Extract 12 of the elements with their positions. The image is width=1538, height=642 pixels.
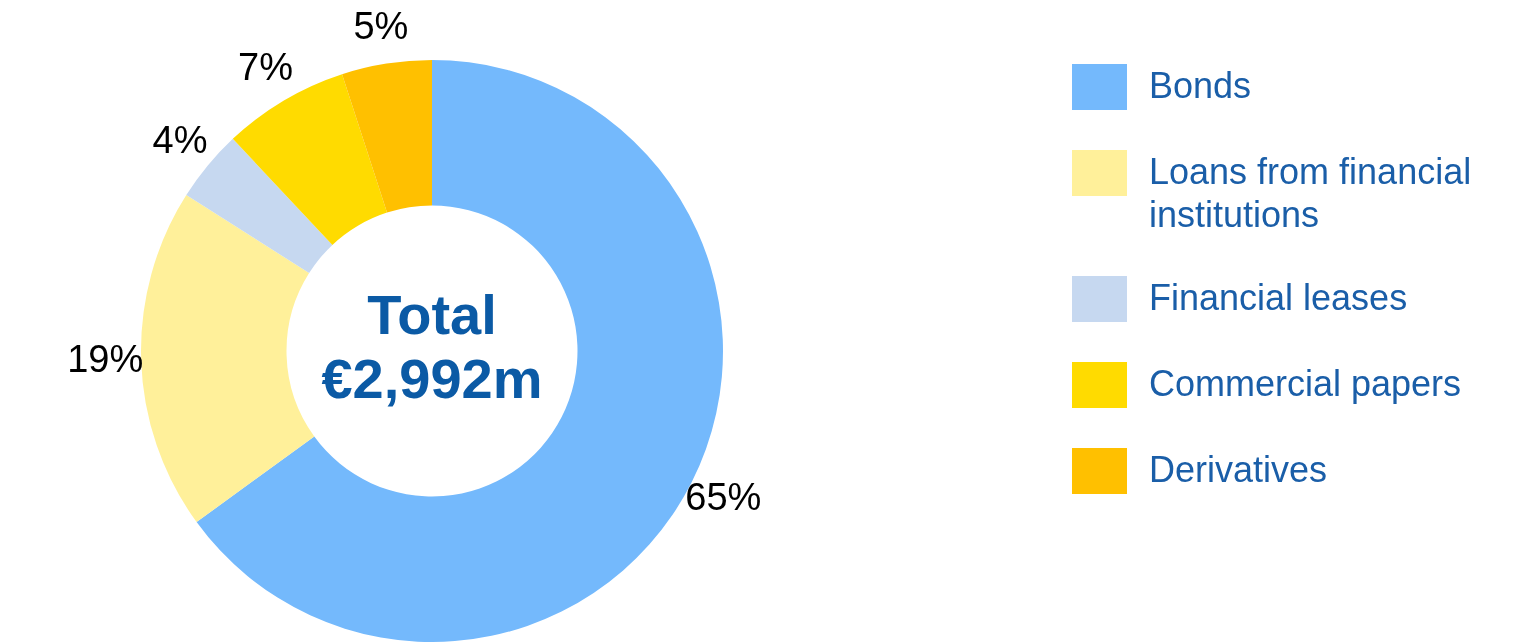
data-label: 19%	[67, 337, 144, 380]
text: Total	[367, 283, 497, 347]
legend-label: Financial leases	[1149, 276, 1409, 319]
data-label: 7%	[238, 46, 293, 89]
data-label: 5%	[353, 4, 409, 47]
legend-label: Loans from financial institutions	[1149, 150, 1473, 236]
data-label: 65%	[685, 475, 762, 518]
text: €2,992m	[321, 347, 543, 411]
data-label: 4%	[152, 119, 208, 162]
legend-label: Derivatives	[1149, 448, 1329, 491]
legend-label: Bonds	[1149, 64, 1253, 107]
legend-label: Commercial papers	[1149, 362, 1463, 405]
